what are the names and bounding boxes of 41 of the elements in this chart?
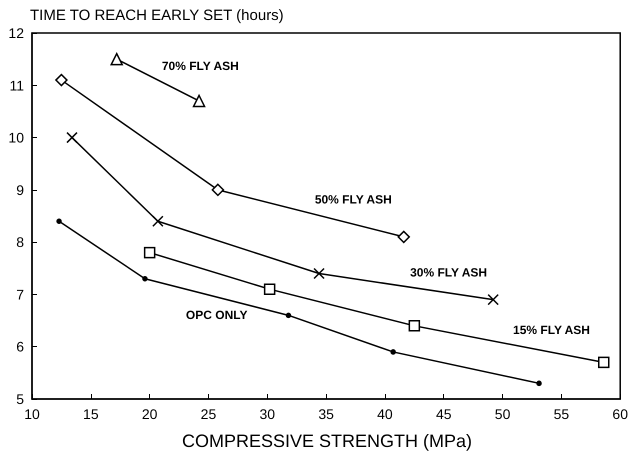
- point: [536, 380, 542, 386]
- x-tick-label: 35: [318, 406, 334, 422]
- x-tick-label: 55: [554, 406, 570, 422]
- point: [55, 74, 68, 86]
- point: [142, 276, 148, 282]
- point: [487, 294, 499, 306]
- series-label: OPC ONLY: [186, 308, 248, 322]
- point: [212, 184, 224, 196]
- x-tick-label: 15: [83, 406, 99, 422]
- point: [313, 268, 325, 280]
- y-tick-label: 7: [16, 286, 24, 302]
- point: [390, 349, 396, 355]
- point: [264, 283, 276, 295]
- x-tick-label: 40: [377, 406, 393, 422]
- series-label: 50% FLY ASH: [314, 192, 392, 206]
- y-tick-label: 8: [16, 234, 24, 250]
- point: [66, 132, 78, 144]
- series-label: 15% FLY ASH: [513, 323, 590, 338]
- x-tick-label: 30: [259, 406, 276, 422]
- point: [144, 246, 156, 258]
- x-tick-label: 60: [612, 406, 628, 422]
- y-tick-label: 10: [8, 130, 24, 146]
- point: [598, 356, 610, 368]
- series-label: 30% FLY ASH: [410, 266, 488, 280]
- x-tick-label: 45: [436, 406, 452, 422]
- y-tick-label: 5: [16, 391, 24, 407]
- x-tick-label: 25: [200, 406, 216, 422]
- y-tick-label: 9: [16, 182, 24, 198]
- y-axis-title: TIME TO REACH EARLY SET (hours): [30, 7, 284, 24]
- point: [398, 230, 410, 244]
- y-tick-label: 6: [16, 338, 24, 355]
- point: [152, 215, 164, 227]
- point: [286, 312, 292, 318]
- x-axis-title: COMPRESSIVE STRENGTH (MPa): [182, 431, 472, 451]
- x-tick-label: 50: [494, 406, 511, 422]
- y-tick-label: 12: [8, 25, 24, 41]
- point: [408, 320, 420, 332]
- point: [56, 218, 62, 224]
- y-tick-label: 11: [9, 77, 24, 94]
- series-label: 70% FLY ASH: [162, 59, 239, 74]
- x-tick-label: 20: [142, 406, 158, 422]
